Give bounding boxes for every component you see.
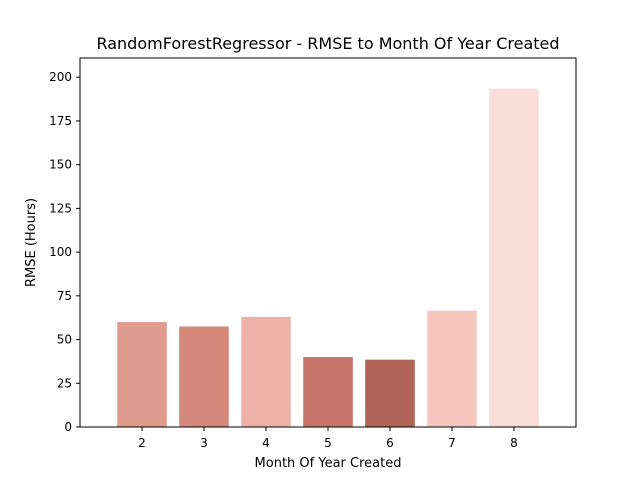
x-tick-label: 3 xyxy=(200,436,208,450)
bar-month-8 xyxy=(489,88,539,428)
x-tick-label: 5 xyxy=(324,436,332,450)
x-axis-ticks: 2 3 4 5 6 7 8 xyxy=(138,427,518,450)
chart-title: RandomForestRegressor - RMSE to Month Of… xyxy=(96,34,559,53)
plot-frame xyxy=(79,57,577,428)
y-tick-label: 200 xyxy=(49,70,72,84)
bars-group xyxy=(117,88,539,428)
y-tick-label: 125 xyxy=(49,201,72,215)
y-axis-label: RMSE (Hours) xyxy=(24,198,39,287)
y-tick-label: 75 xyxy=(57,289,72,303)
y-axis-ticks: 0 25 50 75 100 125 150 175 200 xyxy=(49,70,80,434)
x-tick-label: 6 xyxy=(386,436,394,450)
y-tick-label: 0 xyxy=(64,420,72,434)
y-tick-label: 150 xyxy=(49,158,72,172)
y-tick-label: 25 xyxy=(57,376,72,390)
x-tick-label: 7 xyxy=(448,436,456,450)
bar-month-3 xyxy=(179,326,229,427)
bar-month-2 xyxy=(117,322,167,427)
bar-month-6 xyxy=(365,359,415,427)
bar-month-4 xyxy=(241,316,291,427)
y-tick-label: 175 xyxy=(49,114,72,128)
x-axis-label: Month Of Year Created xyxy=(255,456,402,471)
y-tick-label: 50 xyxy=(57,333,72,347)
x-tick-label: 4 xyxy=(262,436,270,450)
bar-month-7 xyxy=(427,310,477,427)
x-tick-label: 8 xyxy=(510,436,518,450)
x-tick-label: 2 xyxy=(138,436,146,450)
bar-month-5 xyxy=(303,357,353,427)
y-tick-label: 100 xyxy=(49,245,72,259)
